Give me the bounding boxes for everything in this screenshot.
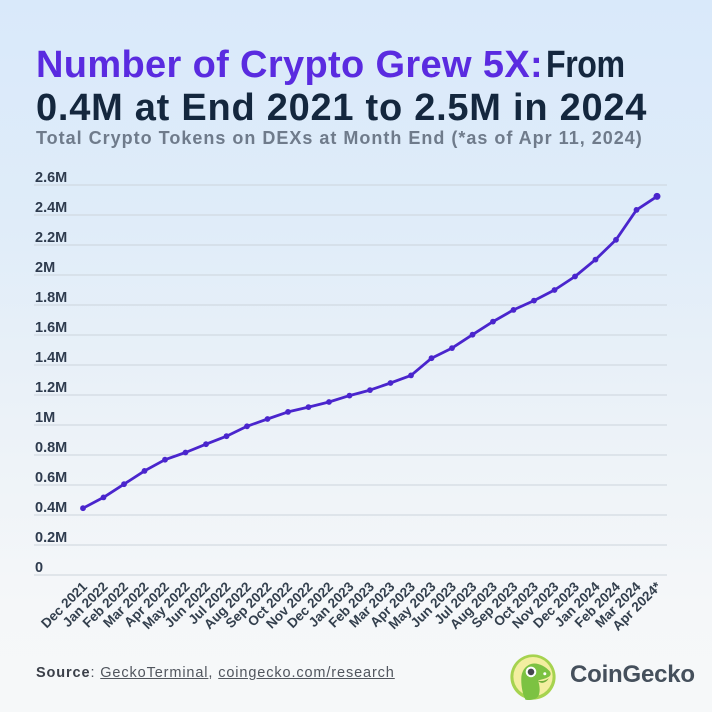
svg-text:1.6M: 1.6M <box>35 320 67 336</box>
svg-text:1.8M: 1.8M <box>35 290 67 306</box>
svg-text:0.6M: 0.6M <box>35 470 67 486</box>
svg-text:0.2M: 0.2M <box>35 530 67 546</box>
svg-text:0.8M: 0.8M <box>35 440 67 456</box>
svg-text:1.2M: 1.2M <box>35 380 67 396</box>
svg-text:1.4M: 1.4M <box>35 350 67 366</box>
svg-text:2M: 2M <box>35 260 55 276</box>
svg-text:0: 0 <box>35 560 43 576</box>
svg-text:2.6M: 2.6M <box>35 170 67 186</box>
svg-text:2.2M: 2.2M <box>35 230 67 246</box>
svg-text:2.4M: 2.4M <box>35 200 67 216</box>
svg-text:0.4M: 0.4M <box>35 500 67 516</box>
svg-text:1M: 1M <box>35 410 55 426</box>
